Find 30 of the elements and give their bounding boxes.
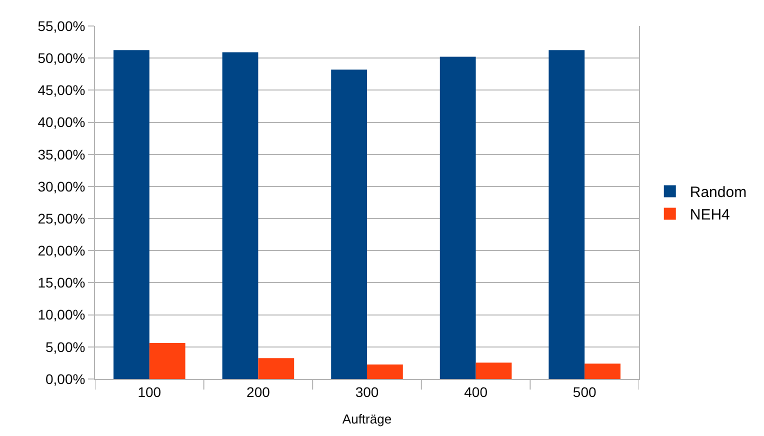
x-tick-label: 300 (355, 384, 379, 400)
y-tick-label: 15,00% (38, 274, 86, 291)
legend-label: NEH4 (690, 206, 730, 224)
bar (476, 362, 512, 379)
y-tick-label: 20,00% (38, 242, 86, 259)
y-tick-label: 5,00% (45, 338, 86, 355)
x-tick-label: 500 (572, 384, 596, 400)
y-tick-label: 35,00% (38, 146, 86, 162)
y-tick-label: 55,00% (38, 18, 86, 34)
y-tick-label: 30,00% (38, 178, 86, 194)
y-tick-label: 25,00% (38, 210, 86, 226)
bar (331, 70, 367, 379)
y-tick-label: 50,00% (38, 50, 86, 66)
x-tick-label: 400 (464, 384, 488, 400)
x-tick-label: 200 (246, 384, 270, 400)
bar (258, 358, 294, 379)
bar (548, 50, 585, 379)
y-tick-label: 40,00% (38, 114, 86, 130)
y-tick-label: 45,00% (38, 82, 86, 98)
legend-label: Random (690, 184, 747, 202)
bar (114, 50, 150, 379)
x-tick-label: 100 (138, 384, 162, 400)
bar (584, 364, 620, 379)
bar (367, 364, 403, 379)
bar (222, 52, 258, 379)
x-axis-title: Aufträge (342, 411, 392, 426)
y-tick-label: 0,00% (45, 370, 86, 387)
bar (440, 56, 476, 379)
bar (149, 343, 186, 379)
y-tick-label: 10,00% (38, 306, 86, 323)
